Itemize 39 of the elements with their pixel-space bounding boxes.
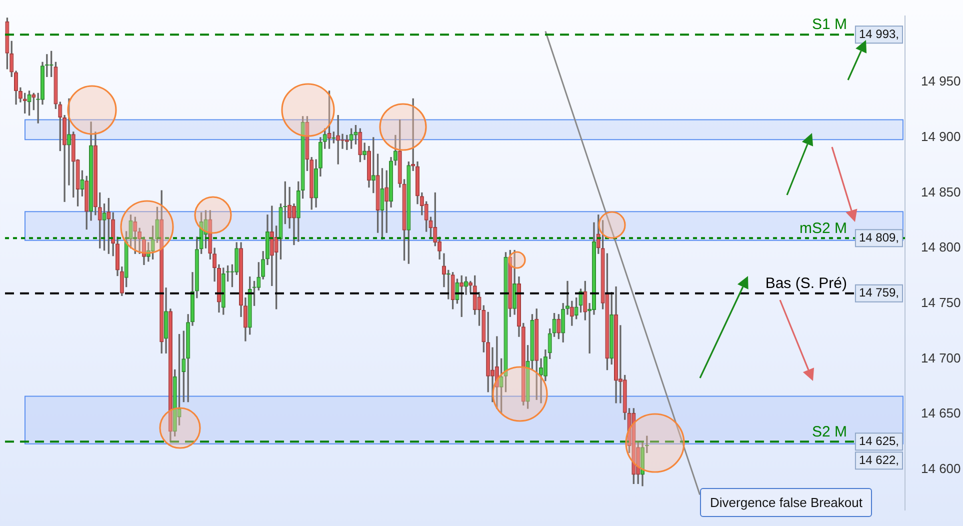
candlestick [300,116,305,199]
candlestick [5,18,10,70]
y-tick-label: 14 850 [921,184,961,200]
candlestick [530,314,534,370]
annotation: Divergence false Breakout [700,488,872,517]
candlestick [376,154,380,233]
annotation: 14 809, [858,230,900,244]
candlestick [54,62,58,110]
candlestick [362,142,367,160]
annotation: 14 622, [858,452,900,467]
ref-line-label: S2 M [812,423,847,440]
annotation: 14 625, [858,434,900,448]
candlestick [526,345,530,409]
ref-line-label: mS2 M [799,220,847,237]
candlestick [102,203,106,251]
candlestick [354,124,358,144]
ref-line-label: Bas (S. Pré) [765,275,848,292]
y-tick-label: 14 700 [921,350,961,366]
candlestick [80,170,84,196]
candlestick [402,179,406,261]
y-tick-label: 14 800 [921,240,961,255]
candlestick [305,116,310,171]
y-tick-label: 14 750 [921,294,961,310]
candlestick [552,312,556,337]
annotation: 14 759, [858,286,900,300]
annotation: 14 993, [858,26,900,41]
y-tick-label: 14 900 [921,129,961,144]
ref-line-label: S1 M [812,16,847,34]
candlestick [66,98,71,186]
candlestick [450,272,455,310]
candlestick [380,168,384,240]
candlestick [504,252,508,392]
candlestick [327,90,332,149]
y-tick-label: 14 600 [921,460,961,476]
y-tick-label: 14 650 [921,406,961,421]
y-tick-label: 14 950 [921,74,961,89]
candlestick [27,90,32,116]
candlestick [278,203,283,260]
candlestick [204,210,208,248]
